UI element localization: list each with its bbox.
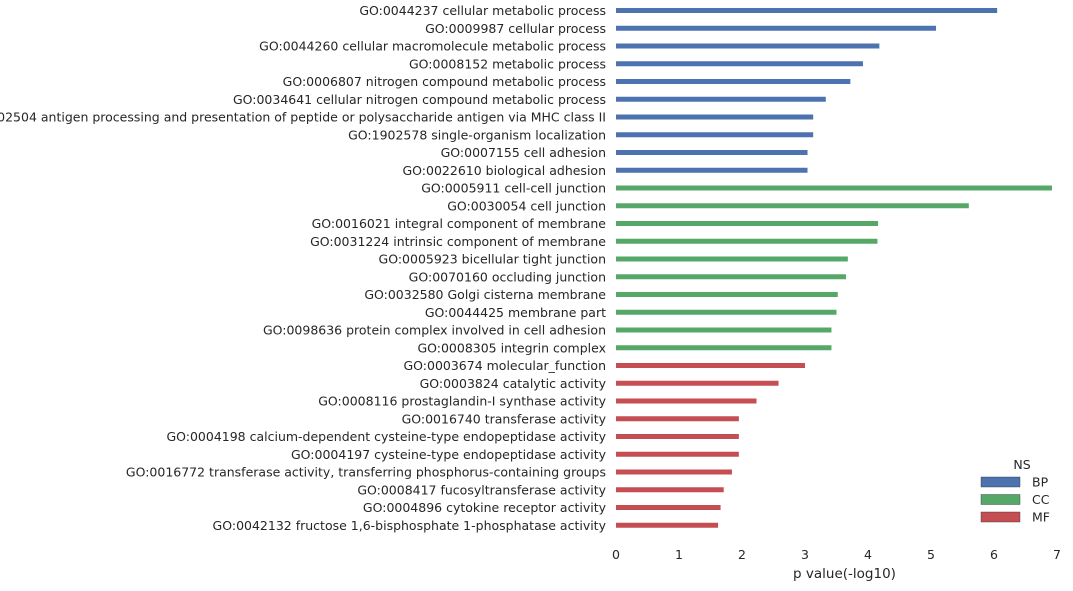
category-label: GO:0044237 cellular metabolic process [359, 3, 606, 18]
category-label: GO:0031224 intrinsic component of membra… [310, 234, 606, 249]
category-label: GO:0004197 cysteine-type endopeptidase a… [291, 447, 607, 462]
legend-label-bp: BP [1032, 475, 1049, 490]
category-label: GO:0007155 cell adhesion [441, 145, 606, 160]
bar-mf [616, 416, 739, 422]
legend-swatch-cc [980, 494, 1021, 505]
x-axis-title: p value(-log10) [793, 566, 896, 582]
category-label: GO:0002504 antigen processing and presen… [0, 110, 606, 125]
bar-bp [616, 132, 814, 138]
category-label: GO:0016740 transferase activity [402, 411, 607, 426]
category-labels: GO:0044237 cellular metabolic process GO:… [0, 3, 607, 533]
category-label: GO:0070160 occluding junction [409, 269, 606, 284]
legend-swatch-mf [980, 511, 1021, 523]
legend-label-mf: MF [1032, 510, 1050, 525]
x-tick-label: 2 [738, 547, 746, 562]
category-label: GO:0003824 catalytic activity [420, 376, 607, 391]
bar-bp [616, 43, 880, 49]
legend-title: NS [1013, 457, 1030, 472]
x-tick-label: 3 [801, 547, 809, 562]
category-label: GO:0004896 cytokine receptor activity [363, 500, 607, 515]
bar-cc [616, 309, 837, 315]
category-label: GO:0004198 calcium-dependent cysteine-ty… [166, 429, 606, 444]
bar-cc [616, 327, 832, 333]
category-label: GO:0009987 cellular process [425, 21, 606, 36]
bar-mf [616, 451, 739, 457]
category-label: GO:0016021 integral component of membran… [312, 216, 607, 231]
bar-bp [616, 61, 863, 67]
bar-cc [616, 238, 878, 244]
bar-mf [616, 363, 805, 368]
bar-mf [616, 469, 732, 475]
category-label: GO:0042132 fructose 1,6-bisphosphate 1-p… [213, 518, 607, 533]
category-label: GO:0044425 membrane part [425, 305, 606, 320]
category-label: GO:1902578 single-organism localization [348, 127, 606, 142]
category-label: GO:0003674 molecular_function [403, 358, 606, 373]
x-tick-label: 4 [864, 547, 872, 562]
bar-bp [616, 167, 808, 173]
bar-bp [616, 96, 826, 102]
x-tick-label: 1 [675, 547, 683, 562]
category-label: GO:0005911 cell-cell junction [421, 181, 606, 196]
bar-cc [616, 292, 838, 297]
bar-mf [616, 505, 721, 510]
bar-bp [616, 8, 998, 13]
bar-mf [616, 398, 757, 404]
bar-mf [616, 380, 779, 386]
category-label: GO:0022610 biological adhesion [403, 163, 607, 178]
bar-cc [616, 345, 832, 351]
bar-bp [616, 25, 937, 31]
category-label: GO:0030054 cell junction [447, 198, 606, 213]
x-tick-label: 0 [612, 547, 620, 562]
category-label: GO:0098636 protein complex involved in c… [263, 323, 606, 338]
bar-bp [616, 79, 851, 84]
bar-bp [616, 150, 808, 155]
x-tick-label: 5 [927, 547, 935, 562]
category-label: GO:0016772 transferase activity, transfe… [126, 465, 606, 480]
x-tick-label: 6 [990, 547, 998, 562]
legend-swatch-bp [980, 476, 1021, 488]
category-label: GO:0044260 cellular macromolecule metabo… [259, 39, 606, 54]
category-label: GO:0008116 prostaglandin-I synthase acti… [318, 394, 606, 409]
bar-cc [616, 203, 969, 209]
bar-bp [616, 114, 814, 120]
category-label: GO:0006807 nitrogen compound metabolic p… [283, 74, 606, 89]
bar-cc [616, 274, 846, 280]
category-label: GO:0008152 metabolic process [409, 56, 606, 71]
category-label: GO:0008305 integrin complex [417, 340, 606, 355]
x-axis: 0 1 2 3 4 5 6 7 [612, 547, 1061, 562]
category-label: GO:0008417 fucosyltransferase activity [357, 482, 606, 497]
bar-cc [616, 221, 879, 226]
bar-cc [616, 185, 1052, 191]
x-tick-label: 7 [1053, 547, 1061, 562]
bar-mf [616, 487, 724, 493]
bars-layer [616, 8, 1052, 528]
bar-mf [616, 434, 739, 439]
category-label: GO:0032580 Golgi cisterna membrane [364, 287, 606, 302]
bar-mf [616, 522, 719, 528]
category-label: GO:0034641 cellular nitrogen compound me… [233, 92, 606, 107]
legend-label-cc: CC [1032, 492, 1050, 507]
legend: NS BP CC MF [980, 457, 1050, 525]
category-label: GO:0005923 bicellular tight junction [379, 252, 606, 267]
bar-cc [616, 256, 848, 262]
